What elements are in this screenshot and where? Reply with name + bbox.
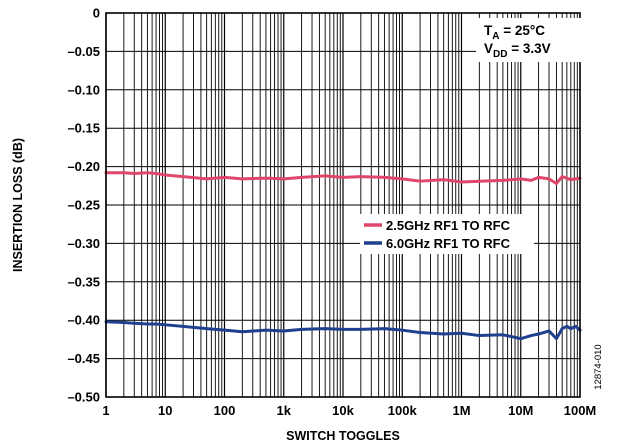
y-axis-label: INSERTION LOSS (dB) <box>11 138 25 272</box>
x-tick-label: 100k <box>388 403 418 418</box>
x-tick-label: 1M <box>452 403 470 418</box>
y-tick-label: –0.10 <box>67 82 100 97</box>
y-tick-label: –0.15 <box>67 121 100 136</box>
x-tick-label: 100M <box>564 403 597 418</box>
x-tick-label: 1k <box>277 403 292 418</box>
y-tick-label: –0.50 <box>67 390 100 405</box>
legend-label-2-5ghz: 2.5GHz RF1 TO RFC <box>386 218 511 233</box>
annotation-temperature: TA = 25°C <box>484 23 545 42</box>
legend-label-6-0ghz: 6.0GHz RF1 TO RFC <box>386 236 511 251</box>
annotation-box <box>476 18 582 62</box>
series-lines <box>104 171 582 341</box>
y-tick-label: –0.45 <box>67 351 100 366</box>
y-tick-label: –0.35 <box>67 274 100 289</box>
series-line-0 <box>104 171 582 185</box>
series-line-1 <box>104 320 582 341</box>
y-tick-label: –0.40 <box>67 313 100 328</box>
legend: 2.5GHz RF1 TO RFC 6.0GHz RF1 TO RFC <box>360 214 534 254</box>
conditions-annotation: TA = 25°C VDD = 3.3V <box>476 18 582 62</box>
y-tick-label: 0 <box>93 6 100 21</box>
x-axis-label: SWITCH TOGGLES <box>286 429 400 443</box>
plot-frame <box>105 12 581 398</box>
y-tick-label: –0.25 <box>67 198 100 213</box>
x-tick-label: 10 <box>158 403 172 418</box>
x-tick-label: 10k <box>332 403 354 418</box>
grid <box>105 12 580 398</box>
x-tick-label: 100 <box>214 403 236 418</box>
y-tick-label: –0.20 <box>67 159 100 174</box>
x-tick-label: 10M <box>508 403 533 418</box>
legend-box <box>360 214 534 254</box>
x-tick-label: 1 <box>102 403 109 418</box>
annotation-supply-voltage: VDD = 3.3V <box>484 41 551 60</box>
x-tick-labels: 1 10 100 1k 10k 100k 1M 10M 100M <box>102 403 596 418</box>
y-tick-label: –0.05 <box>67 44 100 59</box>
y-tick-label: –0.30 <box>67 236 100 251</box>
figure-id: 12874-010 <box>593 344 604 389</box>
y-tick-labels: 0 –0.05 –0.10 –0.15 –0.20 –0.25 –0.30 –0.35 –0.4… <box>67 6 100 405</box>
